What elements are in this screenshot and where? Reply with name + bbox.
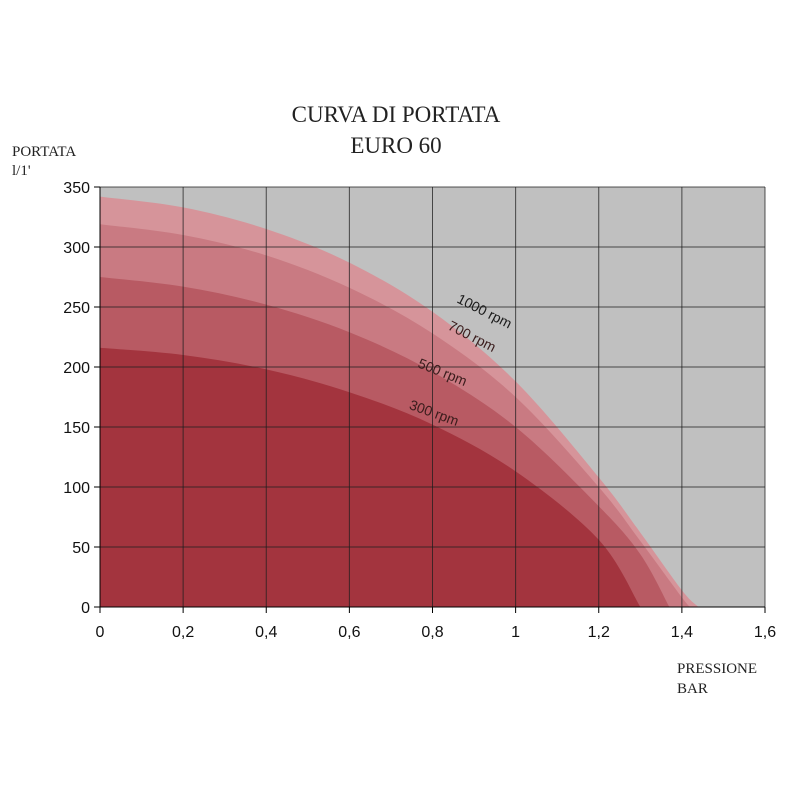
series-area-300-rpm xyxy=(100,347,641,607)
chart-title-line-2: EURO 60 xyxy=(350,133,441,158)
y-axis-label-line-2: l/1' xyxy=(12,163,31,179)
y-tick-label: 0 xyxy=(81,600,90,617)
y-tick-label: 200 xyxy=(63,360,90,377)
x-axis-label-line-2: BAR xyxy=(677,681,708,697)
x-tick-label: 1 xyxy=(511,624,520,641)
x-tick-label: 1,6 xyxy=(754,624,776,641)
x-tick-label: 0,8 xyxy=(421,624,443,641)
x-tick-label: 0,2 xyxy=(172,624,194,641)
y-axis-label-line-1: PORTATA xyxy=(12,144,76,160)
y-tick-label: 50 xyxy=(72,540,90,557)
y-tick-label: 300 xyxy=(63,240,90,257)
series-layer xyxy=(100,196,699,607)
y-tick-label: 100 xyxy=(63,480,90,497)
x-tick-label: 0,4 xyxy=(255,624,277,641)
x-tick-label: 1,4 xyxy=(671,624,693,641)
chart-title-line-1: CURVA DI PORTATA xyxy=(292,102,501,127)
x-tick-label: 1,2 xyxy=(588,624,610,641)
y-tick-label: 350 xyxy=(63,180,90,197)
axis-layer: 0 0,2 0,4 0,6 0,8 1 1,2 1,4 1,6 0 50 100 150 200 250 30… xyxy=(63,180,776,641)
y-tick-label: 250 xyxy=(63,300,90,317)
x-tick-label: 0,6 xyxy=(338,624,360,641)
x-tick-label: 0 xyxy=(96,624,105,641)
y-tick-label: 150 xyxy=(63,420,90,437)
x-axis-label-line-1: PRESSIONE xyxy=(677,661,757,677)
